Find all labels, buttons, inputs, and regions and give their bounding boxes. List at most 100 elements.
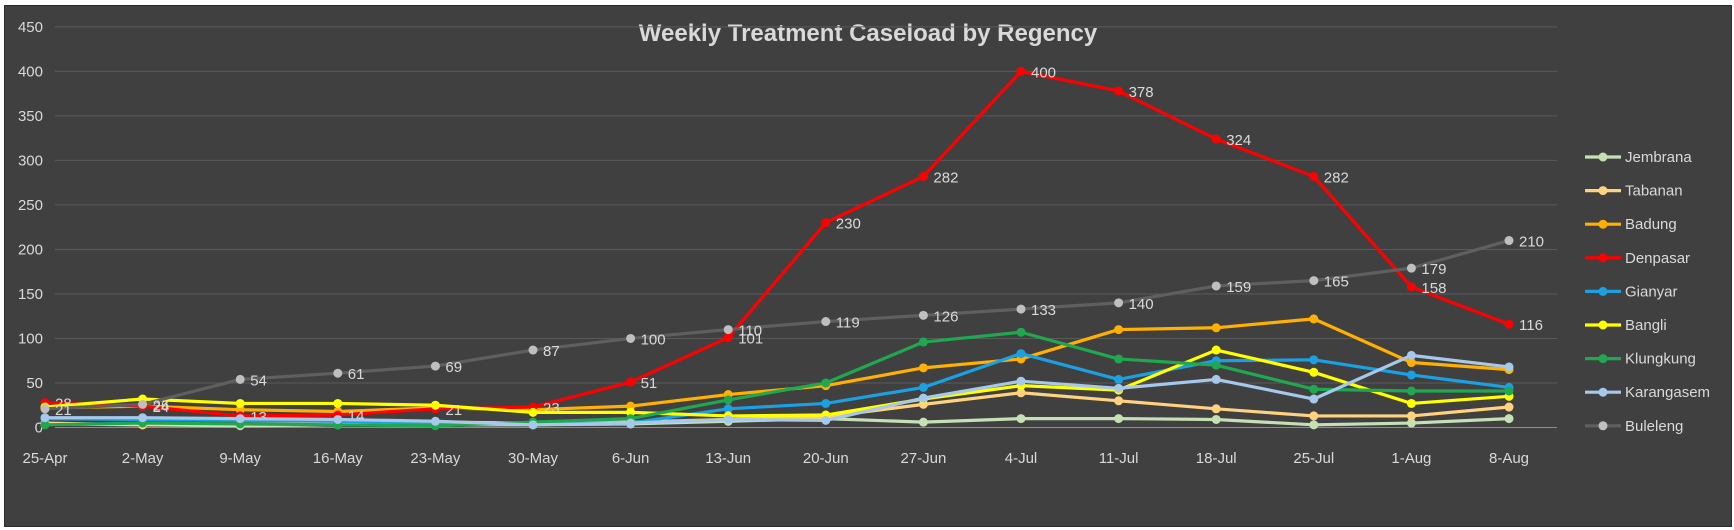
data-point (918, 417, 928, 427)
data-point (1016, 376, 1026, 386)
data-label: 119 (836, 315, 860, 332)
data-point (40, 404, 50, 414)
data-label: 21 (55, 402, 72, 419)
data-label: 51 (641, 375, 658, 392)
data-point (918, 171, 928, 181)
data-label: 230 (836, 216, 861, 233)
data-point (821, 398, 831, 408)
data-point (821, 218, 831, 228)
data-point (1406, 282, 1416, 292)
data-label: 24 (153, 399, 170, 416)
data-label: 159 (1226, 279, 1251, 296)
data-point (626, 407, 636, 417)
data-point (723, 414, 733, 424)
legend-swatch-marker (1598, 152, 1608, 162)
data-point (918, 393, 928, 403)
legend-swatch-marker (1598, 354, 1608, 364)
legend-label: Jembrana (1625, 149, 1692, 166)
legend-label: Bangli (1625, 317, 1667, 334)
data-point (918, 310, 928, 320)
x-tick-label: 18-Jul (1196, 450, 1237, 467)
legend-label: Badung (1625, 216, 1677, 233)
data-point (1016, 66, 1026, 76)
legend-label: Buleleng (1625, 418, 1683, 435)
data-point (1309, 411, 1319, 421)
data-label: 133 (1031, 302, 1056, 319)
legend-label: Denpasar (1625, 250, 1690, 267)
data-point (918, 337, 928, 347)
x-tick-label: 23-May (410, 450, 461, 467)
data-point (723, 395, 733, 405)
x-tick-label: 20-Jun (803, 450, 849, 467)
data-point (723, 333, 733, 343)
y-tick-label: 50 (26, 375, 43, 392)
x-tick-label: 16-May (313, 450, 364, 467)
legend-swatch-marker (1598, 286, 1608, 296)
data-point (1114, 374, 1124, 384)
legend-swatch-marker (1598, 219, 1608, 229)
data-point (235, 414, 245, 424)
legend-label: Gianyar (1625, 283, 1678, 300)
data-point (1406, 418, 1416, 428)
chart-title: Weekly Treatment Caseload by Regency (638, 20, 1098, 47)
legend-swatch-marker (1598, 387, 1608, 397)
data-label: 324 (1226, 132, 1251, 149)
data-point (626, 333, 636, 343)
data-point (821, 415, 831, 425)
x-tick-label: 30-May (508, 450, 559, 467)
data-label: 282 (933, 169, 958, 186)
data-point (1114, 383, 1124, 393)
data-point (333, 368, 343, 378)
x-tick-label: 11-Jul (1099, 450, 1139, 467)
data-point (821, 317, 831, 327)
y-tick-label: 400 (18, 63, 43, 80)
data-point (235, 374, 245, 384)
data-label: 282 (1324, 169, 1349, 186)
data-label: 26 (153, 397, 170, 414)
data-point (1211, 323, 1221, 333)
data-point (333, 398, 343, 408)
data-label: 101 (738, 331, 763, 348)
legend-label: Klungkung (1625, 351, 1696, 368)
data-point (40, 420, 50, 430)
x-tick-label: 8-Aug (1489, 450, 1529, 467)
data-point (821, 378, 831, 388)
data-point (1114, 86, 1124, 96)
data-point (528, 420, 538, 430)
data-point (1211, 414, 1221, 424)
data-point (1504, 236, 1514, 246)
x-tick-label: 4-Jul (1005, 450, 1038, 467)
data-point (138, 413, 148, 423)
data-point (430, 400, 440, 410)
data-point (40, 413, 50, 423)
legend-label: Tabanan (1625, 183, 1683, 200)
data-point (1309, 420, 1319, 430)
data-point (1211, 281, 1221, 291)
y-tick-label: 100 (18, 330, 43, 347)
data-point (235, 405, 245, 415)
data-point (723, 325, 733, 335)
data-point (918, 382, 928, 392)
data-point (1211, 404, 1221, 414)
data-point (1504, 319, 1514, 329)
data-point (1406, 263, 1416, 273)
x-tick-label: 25-Apr (22, 450, 67, 467)
series-line (44, 348, 1510, 418)
data-label: 54 (250, 372, 267, 389)
data-point (723, 404, 733, 414)
data-label: 116 (1519, 317, 1543, 334)
data-point (1016, 304, 1026, 314)
legend-label: Karangasem (1625, 384, 1710, 401)
data-point (1406, 411, 1416, 421)
x-tick-label: 25-Jul (1293, 450, 1334, 467)
data-point (918, 363, 928, 373)
data-point (235, 398, 245, 408)
chart-area: Weekly Treatment Caseload by Regency 0 50… (4, 5, 1732, 527)
y-tick-label: 300 (18, 152, 43, 169)
series-line (44, 330, 1509, 428)
x-tick-label: 2-May (122, 450, 164, 467)
data-label: 140 (1129, 296, 1154, 313)
data-point (1309, 394, 1319, 404)
data-point (1406, 358, 1416, 368)
data-point (1309, 171, 1319, 181)
